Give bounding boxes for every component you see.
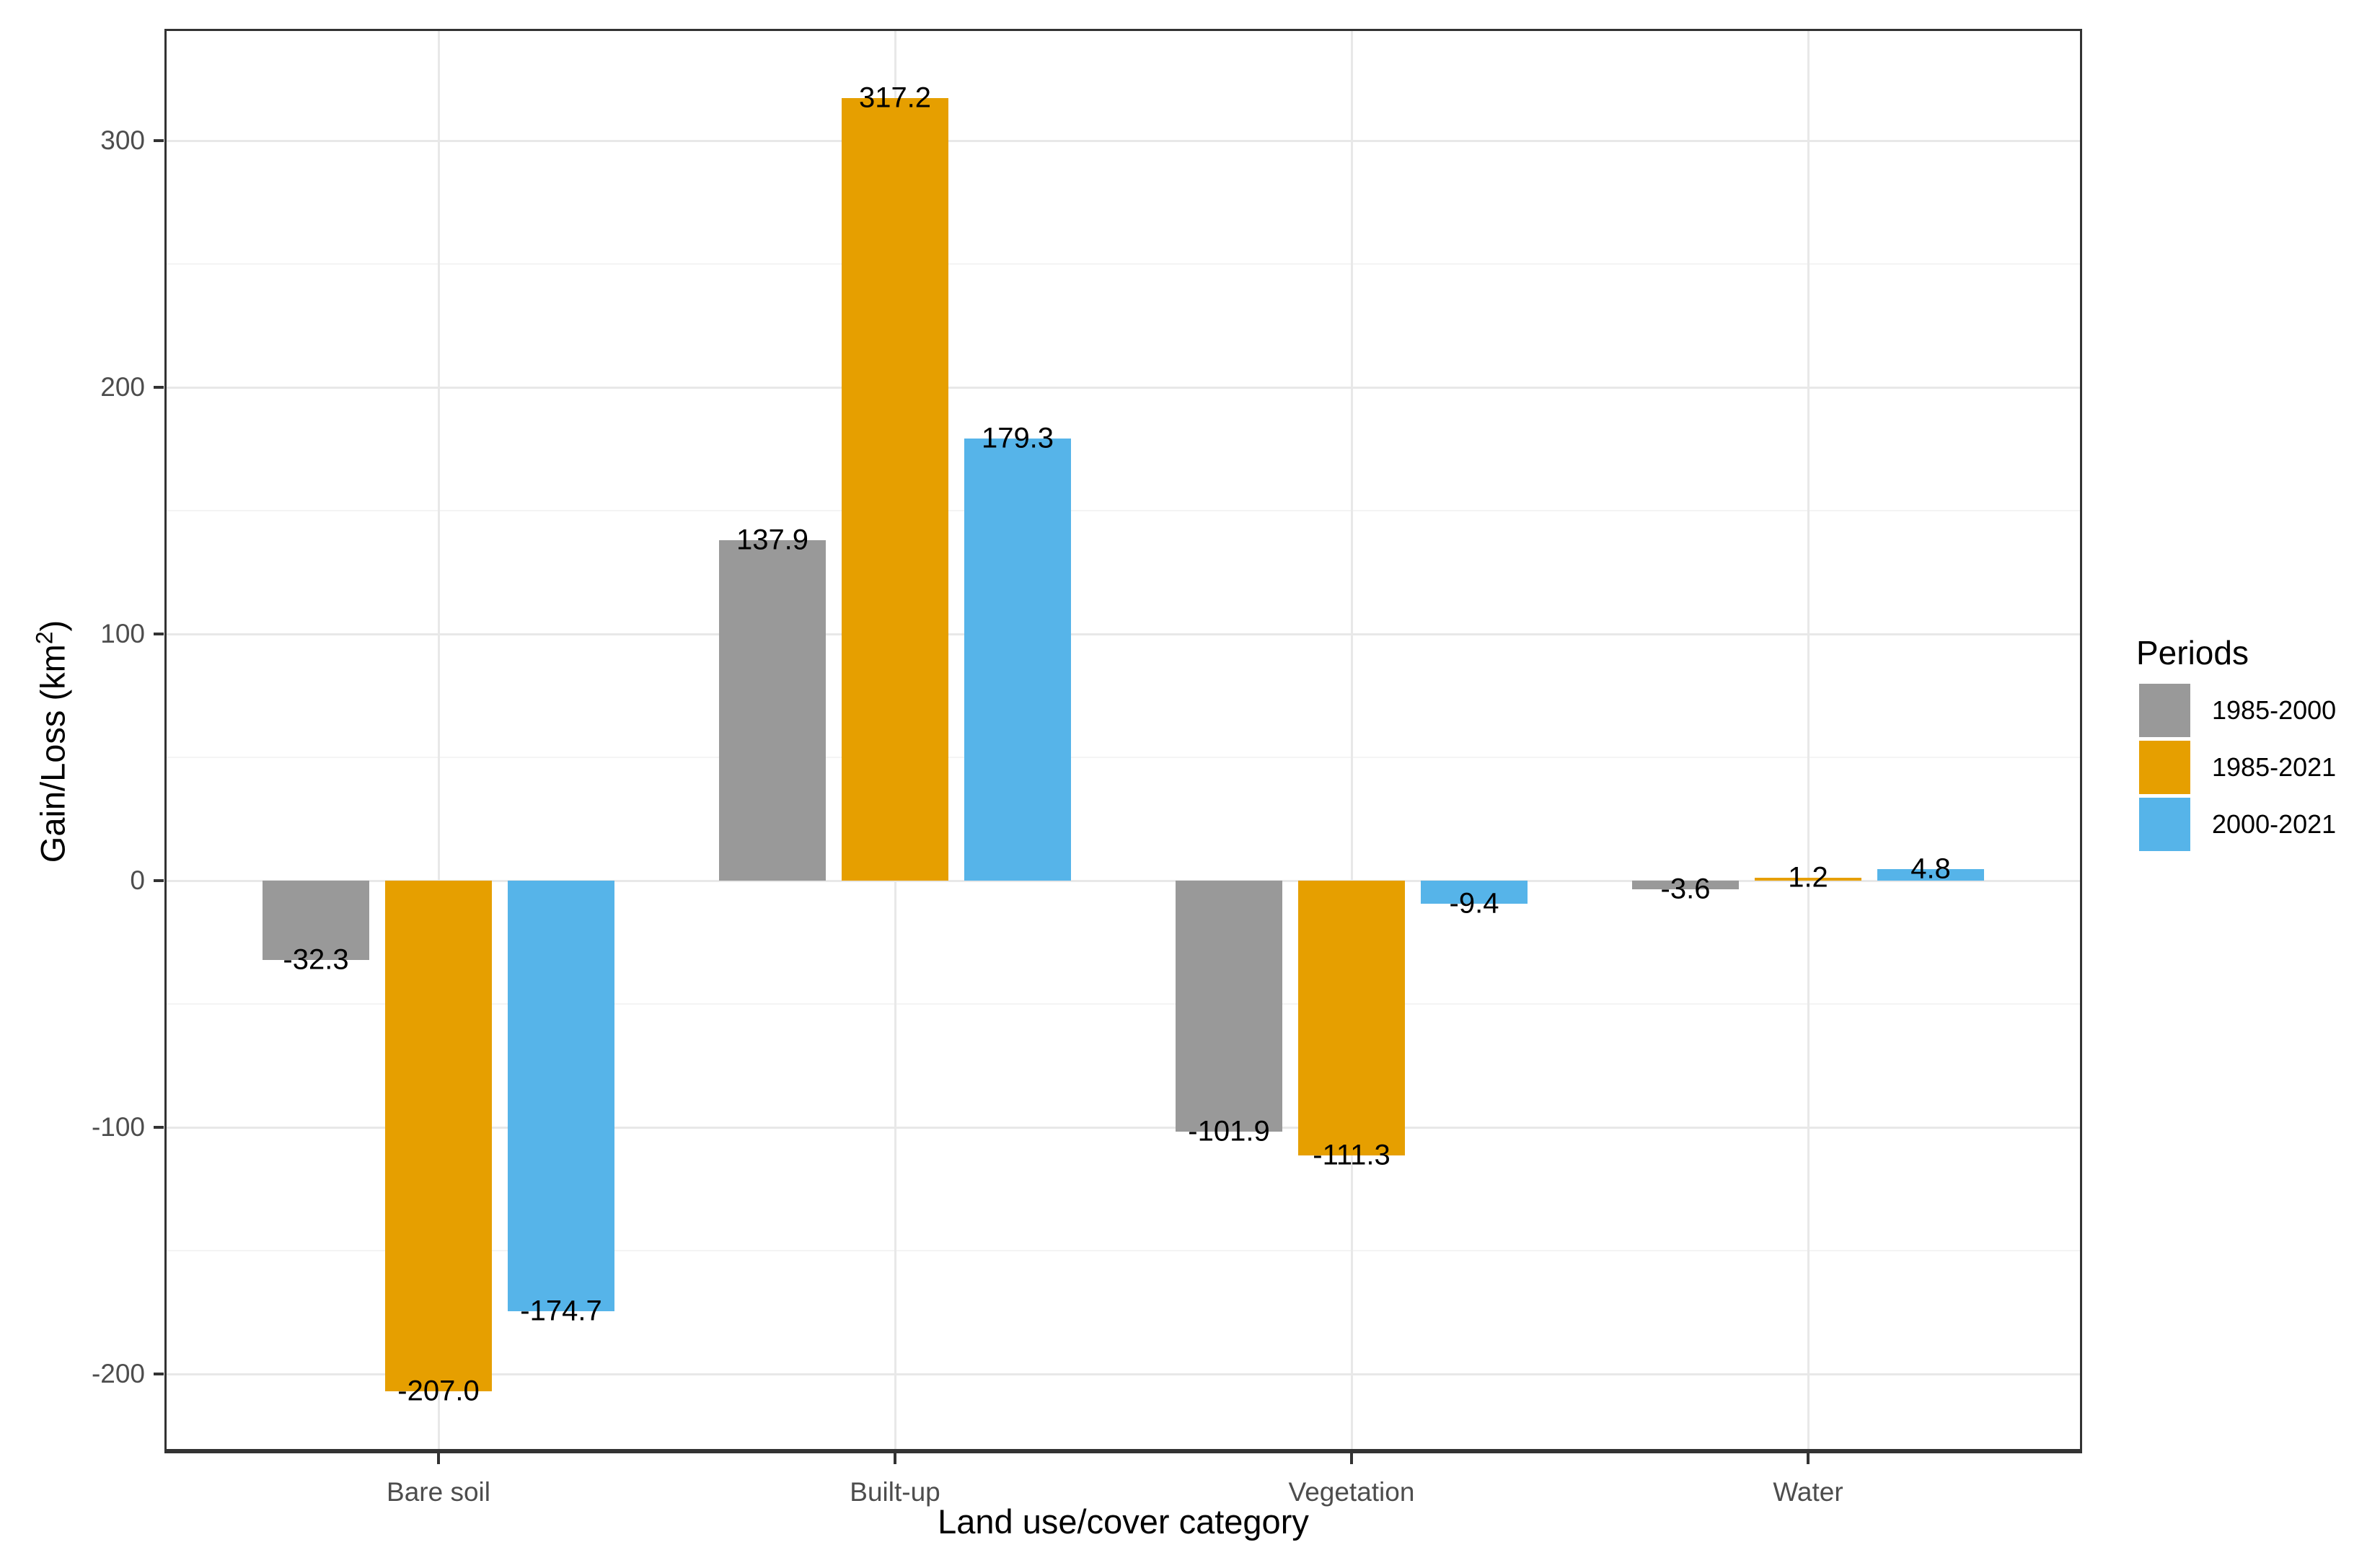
y-tick-mark-300	[154, 139, 164, 142]
bar-1985-2021-Bare soil	[385, 881, 492, 1391]
gridline-category-0	[437, 29, 440, 1453]
gridline-major-300	[164, 139, 2082, 142]
gridline-minor--50	[164, 1003, 2082, 1005]
bar-value-label: -174.7	[520, 1295, 602, 1327]
gridline-major--100	[164, 1126, 2082, 1129]
gridline-minor--150	[164, 1250, 2082, 1251]
bar-value-label: -3.6	[1660, 873, 1711, 905]
y-tick-label-0: 0	[130, 866, 145, 895]
gridline-minor-50	[164, 757, 2082, 758]
bar-1985-2000-Water	[1632, 881, 1739, 890]
bar-2000-2021-Bare soil	[508, 881, 614, 1312]
gridline-major-0	[164, 879, 2082, 882]
bar-2000-2021-Built-up	[964, 438, 1071, 881]
bar-value-label: -9.4	[1449, 887, 1499, 920]
bar-1985-2021-Built-up	[842, 98, 948, 881]
bar-2000-2021-Water	[1877, 868, 1984, 881]
legend-label-2000-2021: 2000-2021	[2212, 809, 2337, 839]
legend-swatch-2000-2021	[2139, 798, 2190, 851]
bar-1985-2000-Vegetation	[1176, 881, 1282, 1132]
y-tick-mark--100	[154, 1126, 164, 1129]
legend-label-1985-2000: 1985-2000	[2212, 695, 2337, 725]
legend-swatch-1985-2021	[2139, 741, 2190, 794]
x-tick-mark-0	[437, 1453, 440, 1464]
y-tick-mark-0	[154, 879, 164, 882]
x-tick-mark-3	[1807, 1453, 1810, 1464]
gridline-category-2	[1350, 29, 1353, 1453]
y-axis-title-text: Gain/Loss (km	[33, 643, 72, 863]
bar-value-label: 179.3	[981, 422, 1054, 454]
y-axis-title-suffix: )	[33, 620, 72, 631]
x-tick-label-1: Built-up	[850, 1477, 940, 1507]
y-tick-label-300: 300	[100, 125, 145, 155]
bar-1985-2000-Bare soil	[263, 881, 369, 961]
y-tick-label--200: -200	[91, 1359, 145, 1388]
bar-2000-2021-Vegetation	[1421, 881, 1528, 904]
legend-item-1985-2000: 1985-2000	[2139, 684, 2336, 737]
gridline-major-100	[164, 633, 2082, 635]
gridline-category-3	[1807, 29, 1810, 1453]
y-tick-mark-100	[154, 633, 164, 635]
legend-title: Periods	[2136, 634, 2249, 671]
y-tick-mark-200	[154, 386, 164, 389]
bar-value-label: -32.3	[283, 943, 349, 976]
x-axis-title: Land use/cover category	[938, 1502, 1309, 1541]
y-tick-mark--200	[154, 1373, 164, 1375]
y-tick-label-100: 100	[100, 619, 145, 648]
y-axis-title: Gain/Loss (km2)	[32, 620, 73, 862]
gridline-minor-250	[164, 263, 2082, 265]
bar-value-label: -207.0	[397, 1375, 480, 1407]
y-tick-label--100: -100	[91, 1112, 145, 1142]
gridline-major-200	[164, 386, 2082, 389]
bar-value-label: 4.8	[1910, 853, 1951, 885]
legend-item-1985-2021: 1985-2021	[2139, 741, 2336, 794]
x-tick-label-2: Vegetation	[1288, 1477, 1415, 1507]
legend-swatch-1985-2000	[2139, 684, 2190, 737]
gridline-major--200	[164, 1373, 2082, 1375]
legend-item-2000-2021: 2000-2021	[2139, 798, 2336, 851]
bar-value-label: -101.9	[1188, 1115, 1270, 1148]
x-tick-label-0: Bare soil	[387, 1477, 490, 1507]
bar-value-label: -111.3	[1313, 1139, 1390, 1171]
bar-value-label: 1.2	[1788, 861, 1828, 894]
y-axis-title-superscript: 2	[31, 630, 58, 644]
bar-1985-2000-Built-up	[719, 540, 826, 881]
plot-panel: -32.3 -207.0 -174.7 137.9 317.2 179.3 -101.9 -1…	[164, 29, 2082, 1453]
y-tick-label-200: 200	[100, 372, 145, 402]
gridline-minor-150	[164, 510, 2082, 511]
x-tick-mark-2	[1350, 1453, 1353, 1464]
legend-label-1985-2021: 1985-2021	[2212, 752, 2337, 782]
bar-1985-2021-Water	[1755, 877, 1861, 881]
bar-value-label: 317.2	[858, 82, 932, 114]
bar-value-label: 137.9	[736, 524, 809, 556]
x-tick-label-3: Water	[1773, 1477, 1843, 1507]
bar-1985-2021-Vegetation	[1298, 881, 1405, 1155]
x-tick-mark-1	[894, 1453, 896, 1464]
